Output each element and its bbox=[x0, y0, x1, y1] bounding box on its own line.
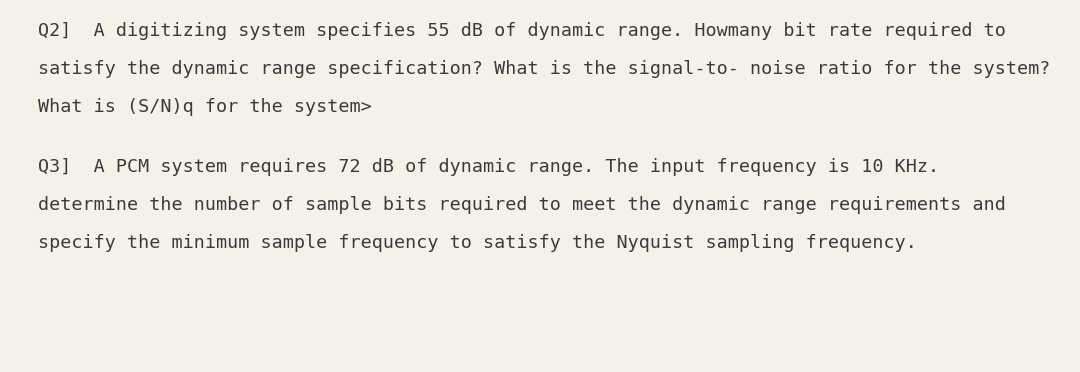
Text: Q2]  A digitizing system specifies 55 dB of dynamic range. Howmany bit rate requ: Q2] A digitizing system specifies 55 dB … bbox=[38, 22, 1005, 40]
Text: specify the minimum sample frequency to satisfy the Nyquist sampling frequency.: specify the minimum sample frequency to … bbox=[38, 234, 917, 252]
Text: What is (S/N)q for the system>: What is (S/N)q for the system> bbox=[38, 98, 372, 116]
Text: satisfy the dynamic range specification? What is the signal-to- noise ratio for : satisfy the dynamic range specification?… bbox=[38, 60, 1051, 78]
Text: Q3]  A PCM system requires 72 dB of dynamic range. The input frequency is 10 KHz: Q3] A PCM system requires 72 dB of dynam… bbox=[38, 158, 940, 176]
Text: determine the number of sample bits required to meet the dynamic range requireme: determine the number of sample bits requ… bbox=[38, 196, 1005, 214]
